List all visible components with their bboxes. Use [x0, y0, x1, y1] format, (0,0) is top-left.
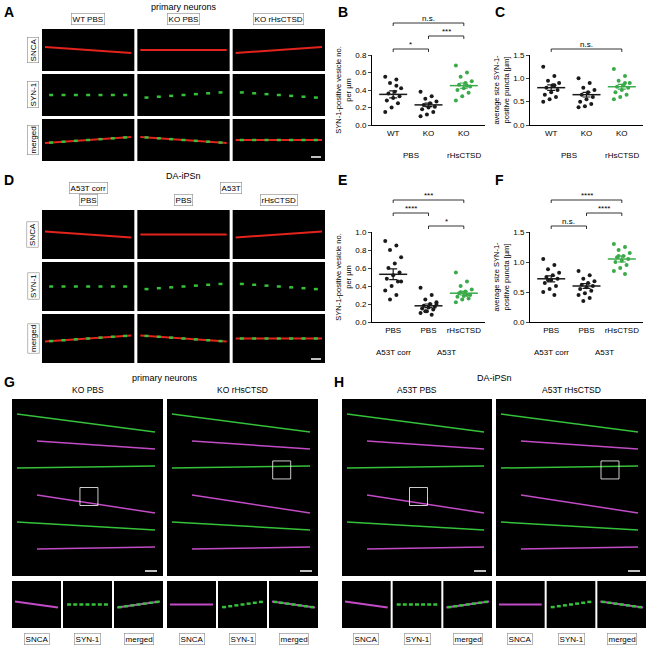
svg-text:*: *	[445, 217, 448, 226]
svg-text:PBS: PBS	[420, 326, 436, 335]
svg-text:merged: merged	[281, 635, 308, 644]
svg-text:PBS: PBS	[403, 151, 419, 160]
svg-text:KO: KO	[423, 129, 435, 138]
svg-text:SNCA: SNCA	[181, 635, 204, 644]
svg-text:KO: KO	[458, 129, 470, 138]
svg-text:A: A	[4, 4, 14, 20]
svg-text:WT: WT	[545, 129, 558, 138]
svg-text:***: ***	[424, 191, 433, 200]
svg-text:H: H	[334, 374, 344, 390]
svg-text:A53T PBS: A53T PBS	[397, 385, 437, 395]
svg-text:KO PBS: KO PBS	[169, 15, 199, 24]
svg-text:0.0: 0.0	[513, 121, 525, 130]
svg-text:n.s.: n.s.	[580, 40, 593, 49]
svg-text:E: E	[338, 172, 347, 188]
svg-text:SYN-1: SYN-1	[406, 635, 430, 644]
svg-text:SNCA: SNCA	[26, 635, 49, 644]
svg-text:A53T: A53T	[222, 184, 241, 193]
svg-text:C: C	[495, 4, 505, 20]
svg-text:*: *	[409, 40, 412, 49]
svg-text:SNCA: SNCA	[29, 39, 38, 62]
svg-text:1.0: 1.0	[513, 74, 525, 83]
svg-text:PBS: PBS	[385, 326, 401, 335]
svg-text:0.5: 0.5	[513, 288, 525, 297]
svg-text:0.2: 0.2	[355, 103, 367, 112]
svg-text:0.4: 0.4	[355, 282, 367, 291]
svg-text:DA-iPSn: DA-iPSn	[166, 171, 201, 181]
svg-text:G: G	[4, 374, 15, 390]
svg-text:SYN-1: SYN-1	[231, 635, 255, 644]
svg-text:WT: WT	[387, 129, 400, 138]
svg-text:A53T corr: A53T corr	[376, 348, 411, 357]
svg-text:0.5: 0.5	[513, 97, 525, 106]
svg-text:KO: KO	[581, 129, 593, 138]
svg-text:KO rHsCTSD: KO rHsCTSD	[255, 15, 303, 24]
svg-text:n.s.: n.s.	[422, 14, 435, 23]
svg-text:1.0: 1.0	[513, 258, 525, 267]
svg-text:merged: merged	[126, 635, 153, 644]
svg-text:PBS: PBS	[543, 326, 559, 335]
svg-text:SYN-1: SYN-1	[76, 635, 100, 644]
svg-text:rHsCTSD: rHsCTSD	[605, 326, 639, 335]
svg-text:1.0: 1.0	[355, 228, 367, 237]
svg-text:A53T rHsCTSD: A53T rHsCTSD	[542, 385, 601, 395]
svg-text:merged: merged	[29, 325, 38, 352]
svg-text:****: ****	[581, 191, 593, 200]
svg-text:****: ****	[405, 204, 417, 213]
svg-text:SYN-1-positive vesicle no.per: SYN-1-positive vesicle no.per µm	[334, 46, 353, 134]
svg-text:WT PBS: WT PBS	[73, 15, 104, 24]
svg-text:0.0: 0.0	[355, 318, 367, 327]
svg-text:A53T corr: A53T corr	[534, 348, 569, 357]
svg-text:0.6: 0.6	[355, 68, 367, 77]
svg-text:0.2: 0.2	[355, 300, 367, 309]
svg-text:0.0: 0.0	[513, 318, 525, 327]
svg-text:rHsCTSD: rHsCTSD	[447, 326, 481, 335]
svg-text:PBS: PBS	[81, 196, 97, 205]
svg-text:0.8: 0.8	[355, 246, 367, 255]
svg-text:1.5: 1.5	[513, 51, 525, 60]
svg-text:0.0: 0.0	[355, 121, 367, 130]
svg-text:A53T: A53T	[595, 348, 614, 357]
svg-text:SYN-1: SYN-1	[29, 82, 38, 106]
svg-text:primary neurons: primary neurons	[132, 373, 198, 383]
svg-text:B: B	[338, 4, 348, 20]
svg-text:A53T: A53T	[437, 348, 456, 357]
svg-text:rHsCTSD: rHsCTSD	[262, 196, 296, 205]
svg-text:SYN-1-positive vesicle no.per: SYN-1-positive vesicle no.per µm	[334, 233, 353, 321]
svg-text:average size SYN-1-positive pu: average size SYN-1-positive puncta [µm]	[492, 55, 511, 125]
svg-text:merged: merged	[29, 126, 38, 153]
svg-text:rHsCTSD: rHsCTSD	[447, 151, 481, 160]
svg-text:SNCA: SNCA	[509, 635, 532, 644]
svg-text:SYN-1: SYN-1	[560, 635, 584, 644]
svg-text:PBS: PBS	[176, 196, 192, 205]
svg-text:F: F	[495, 172, 504, 188]
svg-text:0.6: 0.6	[355, 264, 367, 273]
svg-text:KO: KO	[616, 129, 628, 138]
svg-text:n.s.: n.s.	[562, 217, 575, 226]
svg-text:rHsCTSD: rHsCTSD	[605, 151, 639, 160]
svg-text:PBS: PBS	[561, 151, 577, 160]
svg-text:merged: merged	[455, 635, 482, 644]
svg-text:PBS: PBS	[578, 326, 594, 335]
svg-text:****: ****	[598, 204, 610, 213]
svg-text:KO PBS: KO PBS	[72, 385, 104, 395]
svg-text:KO rHsCTSD: KO rHsCTSD	[217, 385, 268, 395]
svg-text:DA-iPSn: DA-iPSn	[477, 373, 512, 383]
svg-text:average size SYN-1-positive pu: average size SYN-1-positive puncta [µm]	[492, 242, 511, 312]
svg-text:0.4: 0.4	[355, 86, 367, 95]
svg-text:D: D	[4, 172, 14, 188]
svg-text:primary neurons: primary neurons	[151, 2, 217, 12]
svg-text:merged: merged	[609, 635, 636, 644]
svg-text:***: ***	[442, 27, 451, 36]
svg-text:A53T corr: A53T corr	[71, 184, 106, 193]
svg-text:SYN-1: SYN-1	[29, 274, 38, 298]
svg-text:SNCA: SNCA	[355, 635, 378, 644]
svg-text:SNCA: SNCA	[28, 223, 37, 246]
svg-text:1.5: 1.5	[513, 228, 525, 237]
svg-text:0.8: 0.8	[355, 51, 367, 60]
